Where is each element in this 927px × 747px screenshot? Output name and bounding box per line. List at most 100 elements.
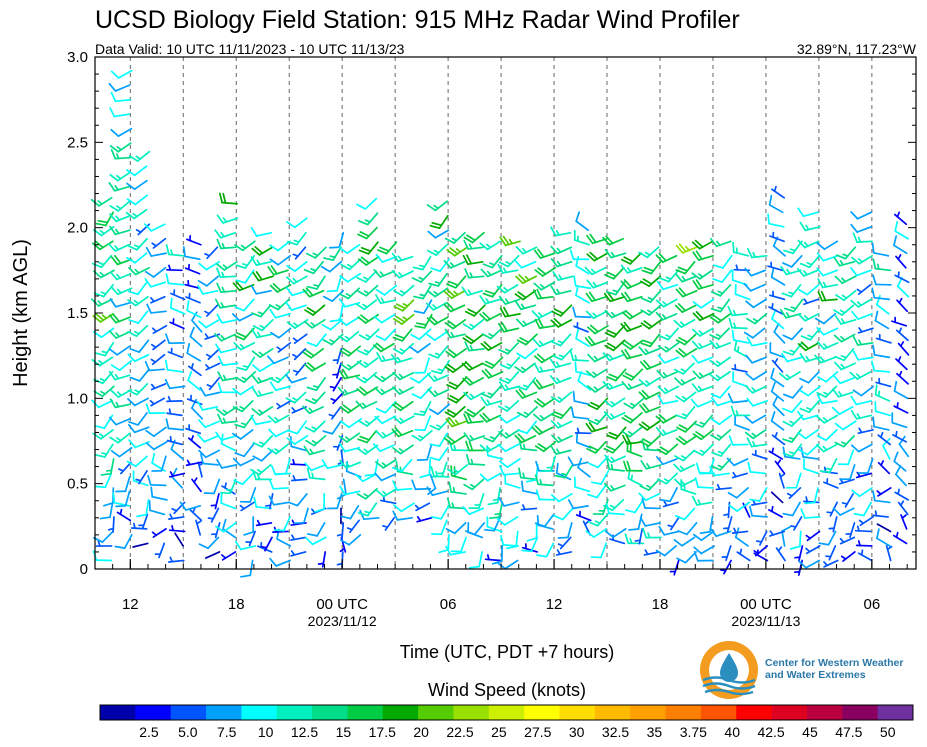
wind-barb (356, 270, 378, 283)
wind-barb (130, 522, 148, 530)
wind-barb (621, 291, 643, 303)
wind-barb (692, 429, 714, 441)
wind-barb (803, 298, 820, 306)
colorbar-label: 40 (724, 724, 740, 740)
wind-barb (585, 368, 608, 379)
wind-barb (816, 240, 839, 251)
wind-barb (620, 321, 643, 333)
wind-barb (216, 260, 238, 271)
wind-barb (109, 271, 132, 281)
wind-barb (358, 212, 379, 226)
wind-barb (411, 386, 433, 399)
wind-barb (219, 478, 237, 495)
wind-barb (782, 400, 803, 414)
wind-barb (673, 318, 696, 328)
wind-barb (498, 371, 520, 384)
wind-barb (293, 507, 309, 525)
wind-barb (871, 242, 890, 257)
wind-barb (833, 256, 856, 267)
wind-barb (658, 327, 680, 341)
wind-barb (419, 458, 432, 479)
wind-barb (251, 387, 274, 397)
wind-barb (851, 487, 873, 498)
colorbar-swatch (100, 705, 136, 720)
wind-barb (144, 360, 166, 372)
wind-barb (514, 300, 537, 311)
wind-barb (250, 464, 272, 476)
wind-barb (393, 502, 415, 513)
wind-barb (732, 241, 750, 257)
wind-barb (339, 403, 362, 414)
wind-barb (374, 371, 396, 383)
wind-barb (95, 472, 113, 489)
wind-barb (728, 501, 751, 512)
wind-barb (767, 213, 785, 228)
wind-barb (165, 333, 186, 345)
wind-barb (321, 318, 343, 331)
wind-barb (146, 303, 167, 314)
wind-barb (143, 223, 166, 232)
wind-barb (603, 499, 625, 512)
wind-barb (499, 356, 521, 370)
wind-barb (127, 295, 149, 307)
wind-barb (790, 516, 803, 531)
wind-barb (109, 107, 131, 118)
wind-barb (895, 327, 909, 342)
wind-barb (604, 266, 625, 280)
wind-barb (413, 299, 433, 315)
wind-barb (606, 426, 627, 440)
wind-barb (604, 454, 626, 464)
wind-barb (234, 298, 255, 312)
wind-barb (799, 385, 821, 397)
wind-barb (817, 278, 839, 289)
wind-barb (199, 386, 221, 397)
wind-barb (250, 256, 272, 266)
wind-barb (356, 444, 379, 455)
colorbar-swatch (842, 705, 879, 720)
wind-barb (186, 343, 202, 362)
wind-barb (515, 246, 538, 255)
wind-barb (125, 208, 148, 220)
wind-barb (232, 400, 254, 413)
colorbar-label: 50 (880, 724, 896, 740)
wind-barb (487, 487, 501, 506)
wind-barb (799, 400, 820, 414)
wind-barb (895, 465, 907, 487)
wind-barb (692, 530, 715, 541)
wind-barb (216, 313, 238, 324)
wind-barb (430, 258, 451, 273)
wind-barb (234, 443, 255, 458)
wind-barb (287, 420, 307, 435)
wind-barb (745, 371, 768, 381)
wind-barb (170, 289, 186, 301)
wind-barb (448, 481, 467, 495)
wind-barb (897, 500, 909, 516)
wind-barb (128, 266, 150, 276)
wind-barb (798, 283, 820, 296)
wind-barb (640, 459, 662, 470)
wind-barb (268, 298, 290, 311)
wind-barb (358, 241, 379, 255)
wind-barb (896, 297, 909, 313)
wind-barb (517, 406, 539, 418)
wind-barb (235, 371, 257, 383)
colorbar-swatch (806, 705, 843, 720)
wind-barb (322, 333, 344, 346)
wind-barb (166, 408, 183, 417)
wind-barb (93, 530, 114, 543)
wind-barb (355, 400, 378, 410)
wind-barb (273, 516, 291, 532)
wind-barb (303, 260, 324, 275)
wind-barb (112, 492, 130, 507)
wind-barb (521, 536, 539, 553)
wind-barb (675, 287, 698, 298)
wind-barb (445, 347, 467, 359)
wind-barb (803, 458, 820, 475)
wind-barb (339, 272, 362, 283)
wind-barb (675, 406, 696, 420)
wind-barb (575, 285, 590, 304)
colorbar-frame (99, 704, 914, 721)
wind-barb (709, 356, 731, 367)
wind-barb (603, 411, 626, 420)
wind-barb (745, 354, 768, 364)
